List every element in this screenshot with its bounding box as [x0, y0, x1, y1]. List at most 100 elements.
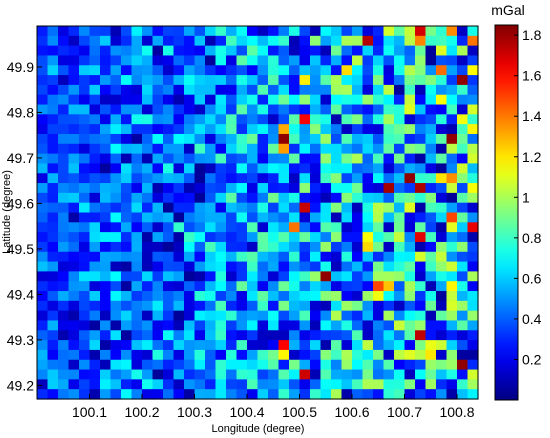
heatmap-cell: [215, 84, 227, 96]
heatmap-cell: [110, 114, 122, 125]
heatmap-cell: [362, 183, 374, 194]
heatmap-cell: [131, 94, 143, 106]
heatmap-cell: [467, 45, 479, 57]
heatmap-cell: [37, 271, 49, 282]
heatmap-cell: [383, 340, 395, 351]
heatmap-cell: [415, 173, 427, 184]
heatmap-cell: [79, 222, 91, 233]
heatmap-cell: [299, 330, 311, 341]
heatmap-cell: [121, 163, 133, 174]
heatmap-cell: [131, 349, 143, 361]
heatmap-cell: [320, 349, 332, 361]
heatmap-cell: [415, 84, 427, 96]
heatmap-cell: [100, 133, 112, 145]
heatmap-cell: [289, 389, 301, 400]
heatmap-cell: [310, 153, 322, 165]
heatmap-cell: [68, 281, 80, 292]
heatmap-cell: [310, 222, 322, 233]
heatmap-cell: [373, 340, 385, 351]
heatmap-cell: [68, 369, 80, 380]
heatmap-cell: [278, 359, 290, 371]
y-tick-label: 49.8: [7, 104, 34, 120]
heatmap-cell: [79, 183, 91, 194]
heatmap-cell: [278, 26, 290, 37]
heatmap-cell: [142, 251, 154, 263]
heatmap-cell: [47, 359, 59, 371]
heatmap-cell: [341, 300, 353, 312]
heatmap-cell: [89, 330, 101, 341]
heatmap-cell: [446, 65, 458, 76]
heatmap-cell: [436, 212, 448, 223]
heatmap-cell: [415, 75, 427, 86]
heatmap-cell: [37, 124, 49, 135]
heatmap-cell: [299, 114, 311, 125]
heatmap-cell: [446, 163, 458, 174]
heatmap-cell: [404, 320, 416, 331]
heatmap-cell: [247, 281, 259, 292]
heatmap-cell: [289, 94, 301, 106]
heatmap-cell: [394, 340, 406, 351]
heatmap-cell: [436, 183, 448, 194]
heatmap-cell: [236, 222, 248, 233]
heatmap-cell: [299, 173, 311, 184]
heatmap-cell: [394, 349, 406, 361]
heatmap-cell: [142, 183, 154, 194]
heatmap-cell: [68, 163, 80, 174]
heatmap-cell: [310, 369, 322, 380]
heatmap-cell: [436, 124, 448, 135]
heatmap-cell: [100, 271, 112, 282]
heatmap-cell: [467, 143, 479, 155]
heatmap-cell: [383, 75, 395, 86]
heatmap-cell: [79, 271, 91, 282]
heatmap-cell: [415, 359, 427, 371]
heatmap-cell: [425, 26, 437, 37]
heatmap-cell: [142, 173, 154, 184]
heatmap-cell: [257, 192, 269, 204]
heatmap-cell: [152, 143, 164, 155]
heatmap-cell: [331, 183, 343, 194]
heatmap-cell: [268, 212, 280, 223]
heatmap-cell: [341, 222, 353, 233]
heatmap-cell: [331, 330, 343, 341]
heatmap-cell: [215, 75, 227, 86]
heatmap-cell: [289, 192, 301, 204]
heatmap-cell: [257, 212, 269, 223]
heatmap-cell: [236, 281, 248, 292]
heatmap-cell: [100, 183, 112, 194]
heatmap-cell: [373, 133, 385, 145]
heatmap-cell: [341, 163, 353, 174]
heatmap-cell: [47, 143, 59, 155]
heatmap-cell: [373, 300, 385, 312]
heatmap-cell: [268, 340, 280, 351]
heatmap-cell: [79, 349, 91, 361]
heatmap-cell: [131, 389, 143, 400]
heatmap-cell: [352, 104, 364, 115]
heatmap-cell: [320, 133, 332, 145]
heatmap-cell: [425, 183, 437, 194]
heatmap-cell: [320, 261, 332, 272]
x-tick-label: 100.7: [387, 404, 422, 420]
heatmap-cell: [131, 26, 143, 37]
heatmap-cell: [278, 310, 290, 322]
heatmap-cell: [226, 300, 238, 312]
heatmap-cell: [404, 222, 416, 233]
heatmap-cell: [89, 35, 101, 47]
heatmap-cell: [47, 232, 59, 243]
heatmap-cell: [310, 320, 322, 331]
heatmap-cell: [310, 114, 322, 125]
heatmap-cell: [394, 124, 406, 135]
heatmap-cell: [310, 389, 322, 400]
heatmap-cell: [457, 143, 469, 155]
x-tick-label: 100.1: [72, 404, 107, 420]
heatmap-cell: [152, 163, 164, 174]
heatmap-cell: [278, 241, 290, 253]
heatmap-cell: [436, 45, 448, 57]
heatmap-cell: [68, 349, 80, 361]
heatmap-cell: [373, 359, 385, 371]
heatmap-cell: [289, 359, 301, 371]
heatmap-cell: [215, 349, 227, 361]
heatmap-cell: [352, 26, 364, 37]
heatmap-cell: [446, 330, 458, 341]
heatmap-cell: [257, 45, 269, 57]
heatmap-cell: [163, 330, 175, 341]
